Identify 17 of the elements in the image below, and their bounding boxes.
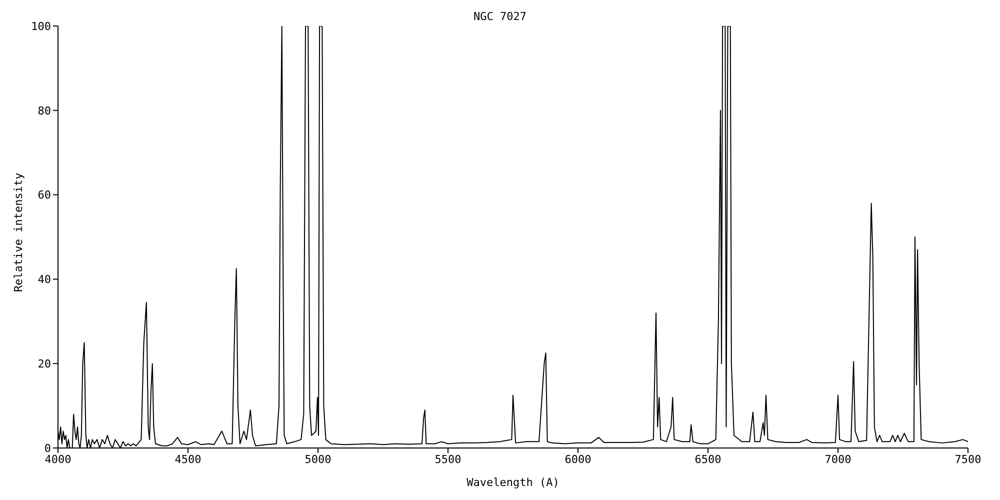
y-axis-title: Relative intensity (12, 172, 25, 292)
x-tick-label: 7500 (954, 452, 982, 466)
chart-title: NGC 7027 (474, 10, 526, 23)
x-tick-label: 4500 (174, 452, 202, 466)
x-tick-label: 7000 (824, 452, 852, 466)
y-tick-label: 0 (44, 442, 51, 455)
y-tick-label: 60 (38, 188, 51, 202)
x-tick-label: 5500 (434, 452, 462, 466)
x-tick-label: 6500 (694, 452, 722, 466)
x-tick-label: 6000 (564, 452, 592, 466)
y-tick-label: 100 (31, 20, 51, 33)
x-axis-title: Wavelength (A) (466, 476, 560, 489)
y-tick-label: 40 (38, 273, 51, 286)
y-tick-label: 20 (38, 358, 51, 371)
x-tick-label: 5000 (304, 452, 332, 466)
y-tick-label: 80 (38, 104, 51, 118)
x-tick-label: 4000 (44, 452, 72, 466)
